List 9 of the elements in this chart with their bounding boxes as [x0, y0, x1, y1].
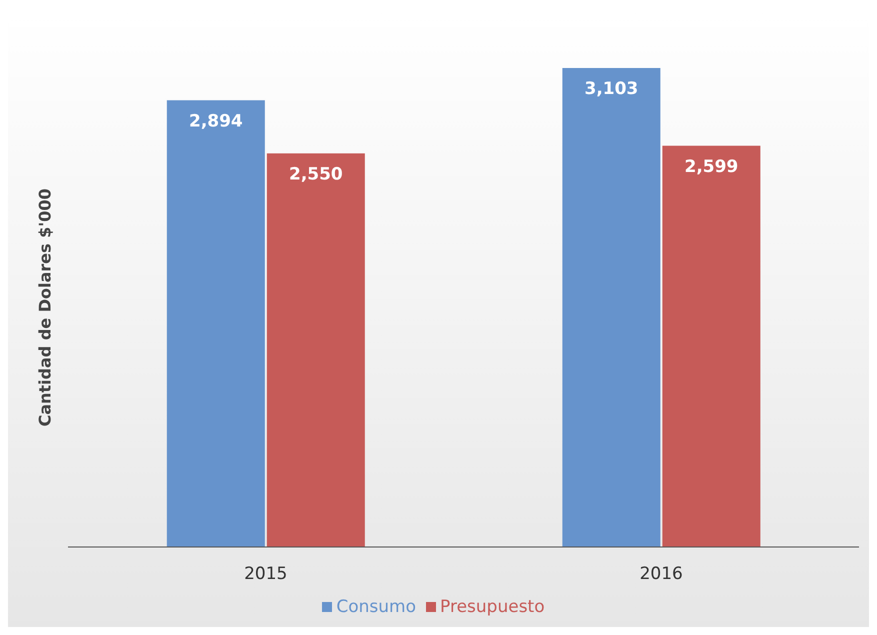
y-axis-title: Cantidad de Dolares $'000 — [36, 188, 55, 427]
data-label: 2,894 — [188, 111, 243, 132]
legend-label: Presupuesto — [440, 597, 545, 617]
data-label: 3,103 — [584, 79, 638, 100]
x-tick-label: 2015 — [244, 564, 288, 584]
legend-label: Consumo — [336, 597, 416, 617]
data-label: 2,599 — [684, 156, 738, 177]
x-tick-label: 2016 — [640, 564, 683, 584]
data-label: 2,550 — [288, 164, 343, 184]
